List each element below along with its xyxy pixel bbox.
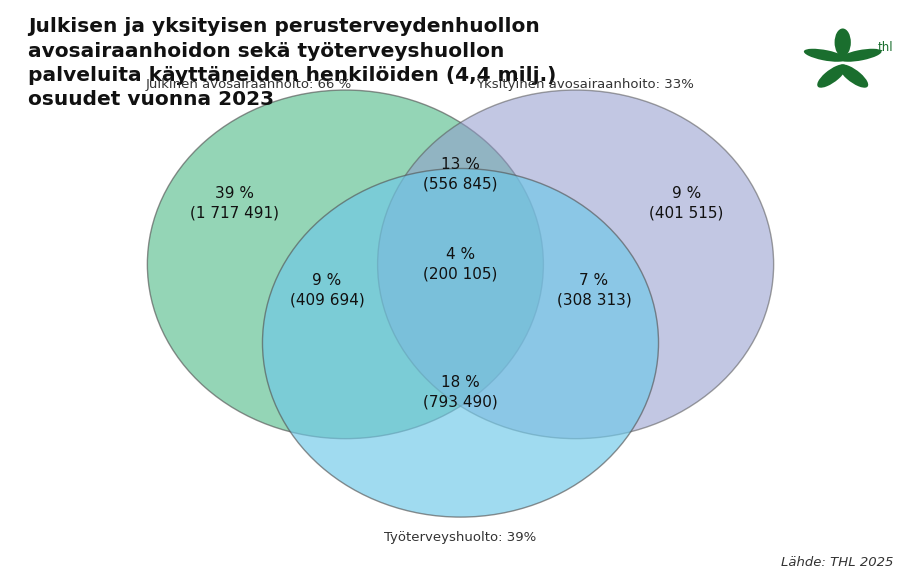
Text: Julkisen ja yksityisen perusterveydenhuollon
avosairaanhoidon sekä työterveyshuo: Julkisen ja yksityisen perusterveydenhuo… — [28, 17, 556, 109]
Ellipse shape — [147, 90, 543, 439]
Text: Lähde: THL 2025: Lähde: THL 2025 — [781, 557, 893, 569]
Text: 9 %
(409 694): 9 % (409 694) — [289, 273, 365, 308]
Text: Yksityinen avosairaanhoito: 33%: Yksityinen avosairaanhoito: 33% — [476, 78, 694, 91]
Text: 18 %
(793 490): 18 % (793 490) — [423, 375, 498, 410]
Ellipse shape — [834, 28, 851, 56]
Text: Työterveyshuolto: 39%: Työterveyshuolto: 39% — [384, 531, 537, 544]
Text: 13 %
(556 845): 13 % (556 845) — [424, 157, 497, 192]
Text: Julkinen avosairaanhoito: 66 %: Julkinen avosairaanhoito: 66 % — [146, 78, 352, 91]
Ellipse shape — [378, 90, 774, 439]
Text: thl: thl — [878, 41, 893, 53]
Text: 39 %
(1 717 491): 39 % (1 717 491) — [191, 186, 279, 221]
Text: 9 %
(401 515): 9 % (401 515) — [649, 186, 723, 221]
Ellipse shape — [839, 49, 881, 62]
Text: 4 %
(200 105): 4 % (200 105) — [424, 247, 497, 282]
Ellipse shape — [839, 64, 869, 88]
Ellipse shape — [817, 64, 846, 88]
Text: 7 %
(308 313): 7 % (308 313) — [556, 273, 632, 308]
Ellipse shape — [262, 168, 659, 517]
Ellipse shape — [804, 49, 846, 62]
